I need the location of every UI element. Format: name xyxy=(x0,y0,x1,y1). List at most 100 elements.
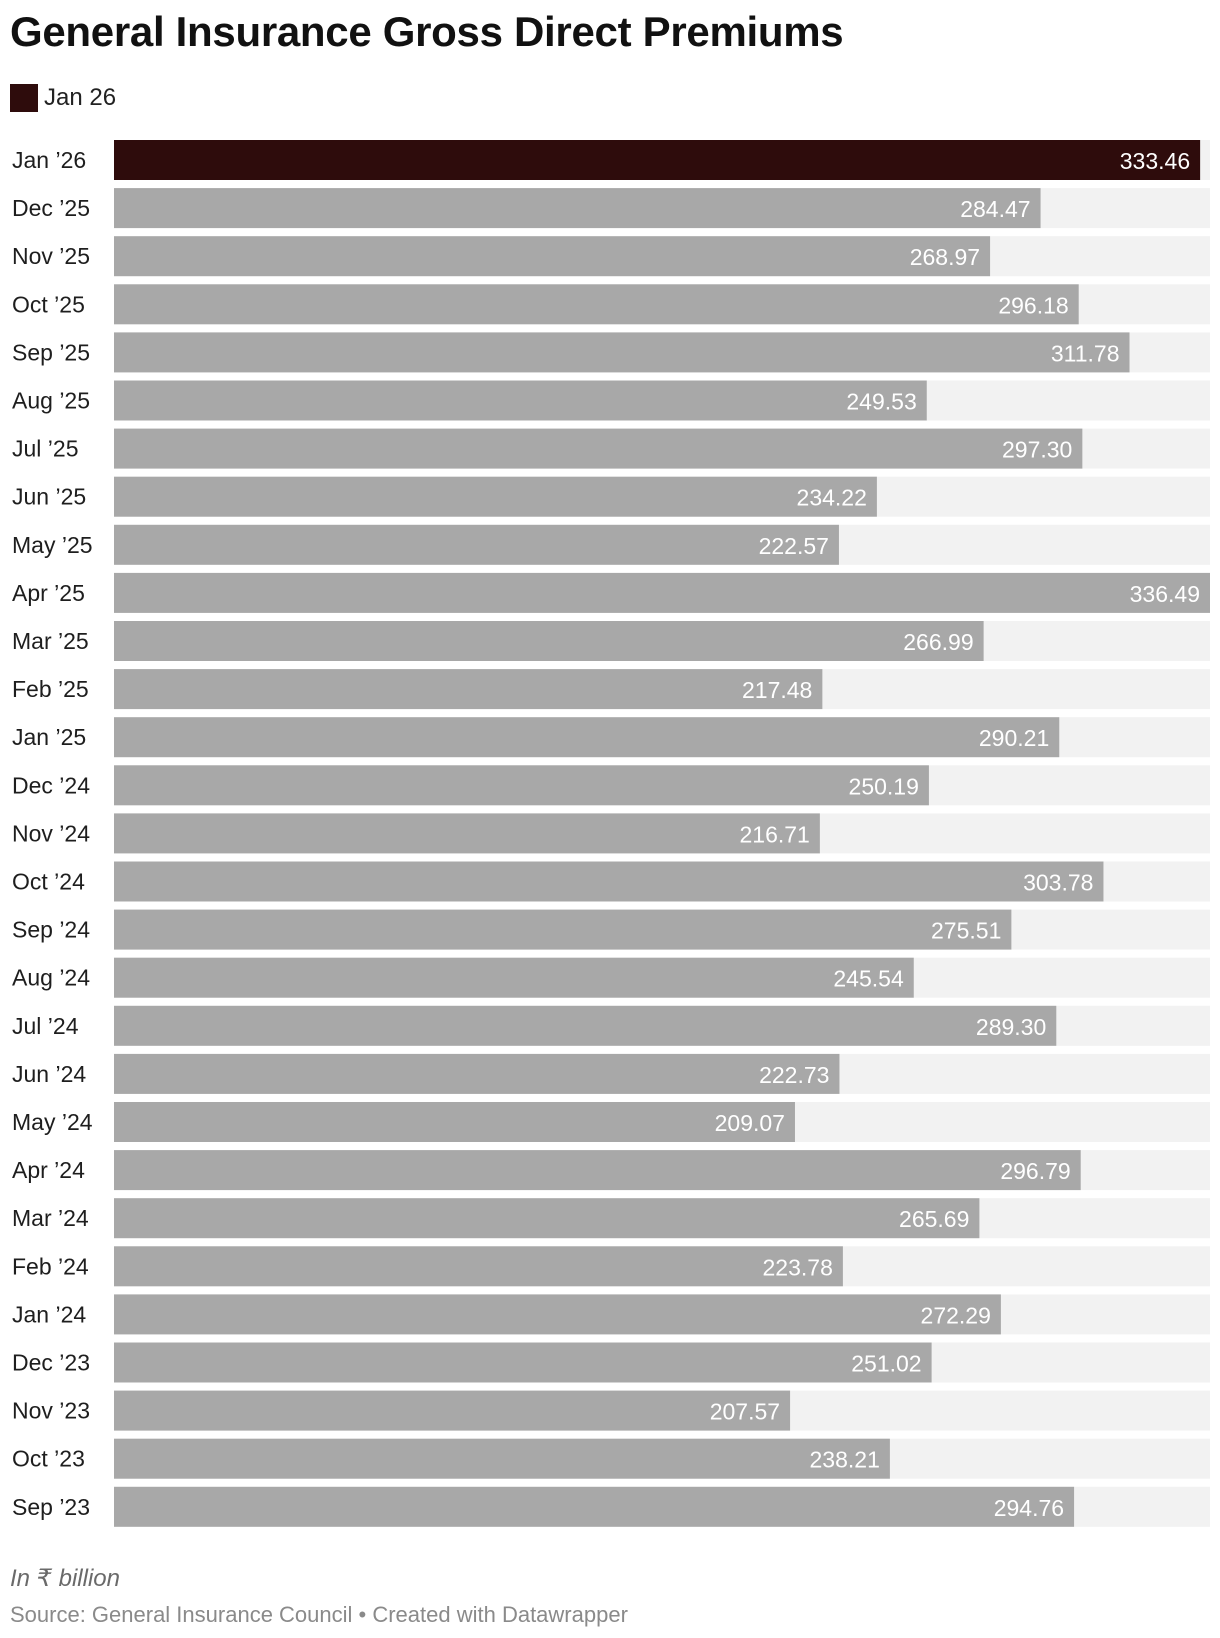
data-label: 275.51 xyxy=(931,918,1001,944)
data-label: 216.71 xyxy=(739,821,809,847)
category-label: Sep ’24 xyxy=(12,917,90,943)
category-label: May ’25 xyxy=(12,532,93,558)
bar xyxy=(114,1102,795,1142)
bar-row: Jul ’25 297.30 xyxy=(12,428,1210,469)
bar-row: Jan ’26 333.46 xyxy=(12,140,1210,180)
bar xyxy=(114,861,1104,902)
data-label: 209.07 xyxy=(715,1110,785,1136)
category-label: Nov ’24 xyxy=(12,820,90,846)
bar-row: Nov ’23 207.57 xyxy=(12,1390,1210,1431)
bar xyxy=(114,1294,1001,1335)
bar xyxy=(114,1246,843,1287)
category-label: Dec ’23 xyxy=(12,1350,90,1376)
data-label: 294.76 xyxy=(994,1495,1064,1521)
bar xyxy=(114,1486,1075,1527)
category-label: Feb ’25 xyxy=(12,676,89,702)
category-label: Jan ’25 xyxy=(12,724,86,750)
bar-row: Jan ’25 290.21 xyxy=(12,717,1210,758)
bar-row: Dec ’24 250.19 xyxy=(12,765,1210,806)
bar-row: Sep ’23 294.76 xyxy=(12,1486,1210,1527)
bar xyxy=(114,524,839,565)
category-label: May ’24 xyxy=(12,1109,93,1135)
bar-row: Oct ’24 303.78 xyxy=(12,861,1210,902)
data-label: 311.78 xyxy=(1051,340,1120,366)
category-label: Apr ’25 xyxy=(12,580,85,606)
category-label: Mar ’24 xyxy=(12,1205,89,1231)
bar-row: Mar ’25 266.99 xyxy=(12,621,1210,661)
chart-notes: In ₹ billion xyxy=(10,1565,120,1592)
bar-row: Jun ’24 222.73 xyxy=(12,1053,1210,1094)
bar-row: Oct ’25 296.18 xyxy=(12,284,1210,325)
data-label: 251.02 xyxy=(851,1351,921,1377)
bar xyxy=(114,428,1083,469)
bar-row: May ’24 209.07 xyxy=(12,1102,1210,1142)
bar xyxy=(114,140,1201,180)
category-label: Jul ’24 xyxy=(12,1013,79,1039)
bar-row: Nov ’24 216.71 xyxy=(12,813,1210,854)
chart-title: General Insurance Gross Direct Premiums xyxy=(10,8,844,55)
data-label: 333.46 xyxy=(1120,148,1190,174)
bar xyxy=(114,188,1041,229)
data-label: 222.57 xyxy=(759,533,829,559)
bar-row: Sep ’25 311.78 xyxy=(12,332,1210,373)
bar-row: May ’25 222.57 xyxy=(12,524,1210,565)
bar xyxy=(114,765,929,806)
bar xyxy=(114,1390,791,1431)
bar xyxy=(114,957,914,998)
data-label: 265.69 xyxy=(899,1206,969,1232)
data-label: 249.53 xyxy=(846,389,916,415)
category-label: Jul ’25 xyxy=(12,436,78,462)
bar xyxy=(114,909,1012,950)
category-label: Nov ’23 xyxy=(12,1398,90,1424)
bar-row: Apr ’24 296.79 xyxy=(12,1150,1210,1191)
bar xyxy=(114,380,927,421)
bar xyxy=(114,1198,980,1239)
data-label: 336.49 xyxy=(1130,581,1200,607)
chart-legend: Jan 26 xyxy=(10,84,116,112)
category-label: Jun ’25 xyxy=(12,484,86,510)
data-label: 245.54 xyxy=(833,966,904,992)
data-label: 234.22 xyxy=(797,485,867,511)
category-label: Feb ’24 xyxy=(12,1253,89,1279)
category-label: Oct ’24 xyxy=(12,869,85,895)
chart-source: Source: General Insurance Council • Crea… xyxy=(10,1602,628,1627)
bar-row: Jun ’25 234.22 xyxy=(12,476,1210,517)
data-label: 296.79 xyxy=(1000,1158,1070,1184)
bar xyxy=(114,236,991,277)
legend-label: Jan 26 xyxy=(44,84,117,111)
data-label: 222.73 xyxy=(759,1062,829,1088)
bar xyxy=(114,1005,1057,1046)
category-label: Dec ’25 xyxy=(12,195,90,221)
data-label: 290.21 xyxy=(979,725,1049,751)
bar-row: Sep ’24 275.51 xyxy=(12,909,1210,950)
category-label: Oct ’23 xyxy=(12,1446,85,1472)
category-label: Sep ’23 xyxy=(12,1494,90,1520)
bar xyxy=(114,284,1079,325)
bar-row: Aug ’25 249.53 xyxy=(12,380,1210,421)
data-label: 207.57 xyxy=(710,1399,780,1425)
legend-swatch xyxy=(10,84,38,112)
data-label: 297.30 xyxy=(1002,437,1072,463)
bar xyxy=(114,813,820,854)
category-label: Sep ’25 xyxy=(12,339,90,365)
category-label: Nov ’25 xyxy=(12,243,90,269)
bar-chart: Jan ’26 333.46 Dec ’25 284.47 Nov ’25 268.97 O… xyxy=(12,140,1210,1527)
category-label: Apr ’24 xyxy=(12,1157,85,1183)
bar-row: Dec ’25 284.47 xyxy=(12,188,1210,229)
data-label: 217.48 xyxy=(742,677,812,703)
data-label: 296.18 xyxy=(998,292,1068,318)
data-label: 272.29 xyxy=(921,1302,991,1328)
data-label: 266.99 xyxy=(903,629,973,655)
bar-row: Feb ’24 223.78 xyxy=(12,1246,1210,1287)
bar-row: Dec ’23 251.02 xyxy=(12,1342,1210,1383)
bar-row: Apr ’25 336.49 xyxy=(12,572,1210,613)
bar xyxy=(114,1150,1081,1191)
category-label: Oct ’25 xyxy=(12,291,85,317)
category-label: Jan ’26 xyxy=(12,147,86,173)
category-label: Jan ’24 xyxy=(12,1301,86,1327)
bar xyxy=(114,476,877,517)
data-label: 289.30 xyxy=(976,1014,1046,1040)
data-label: 284.47 xyxy=(960,196,1030,222)
data-label: 223.78 xyxy=(763,1254,833,1280)
bar xyxy=(114,1053,840,1094)
